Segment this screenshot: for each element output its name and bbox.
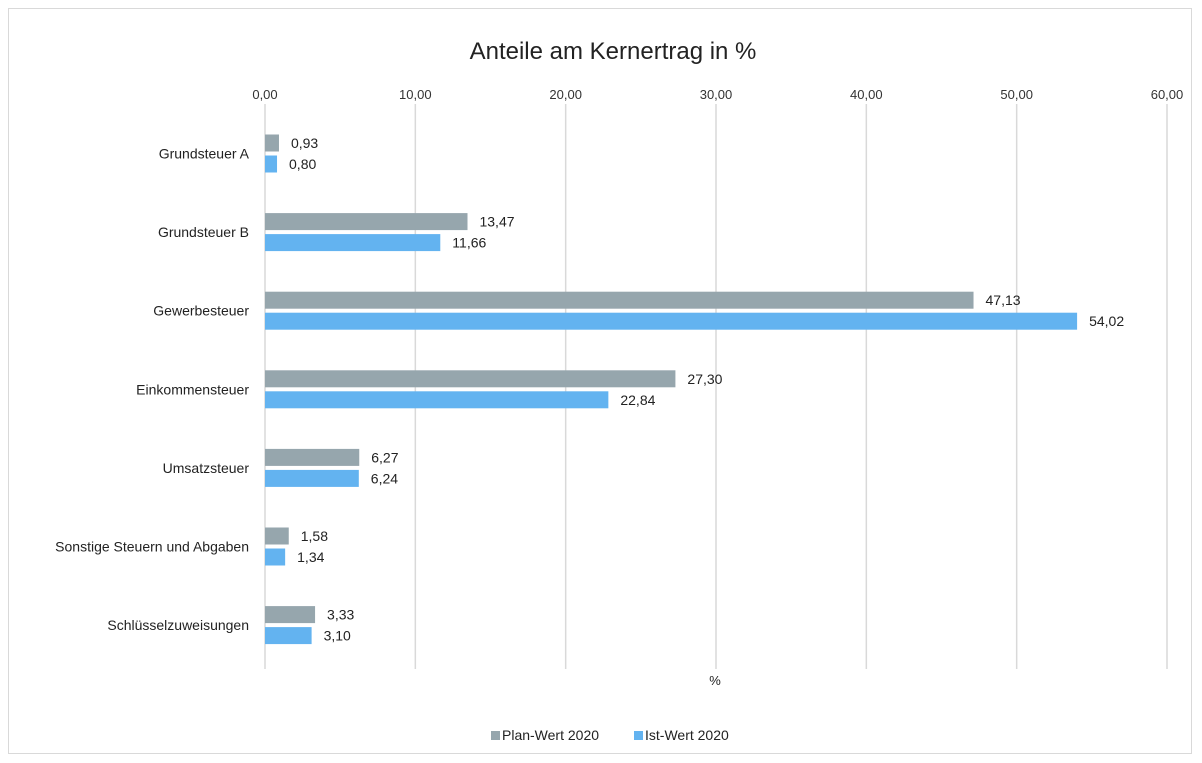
x-tick-label: 20,00: [549, 87, 582, 102]
data-label: 0,93: [291, 135, 318, 151]
x-tick-label: 50,00: [1000, 87, 1033, 102]
data-labels: 0,93 0,80 13,47 11,66 47,13 54,02 27,30 22,84 6,…: [289, 135, 1124, 644]
bars: [265, 134, 1078, 645]
data-label: 3,10: [324, 628, 351, 644]
category-label: Einkommensteuer: [136, 381, 249, 397]
bar-ist-wert: [265, 155, 278, 173]
bar-chart: Anteile am Kernertrag in % 0,00 10,00 20,0…: [55, 38, 1183, 743]
x-tick-label: 10,00: [399, 87, 432, 102]
bar-ist-wert: [265, 312, 1078, 330]
chart-frame: Anteile am Kernertrag in % 0,00 10,00 20,0…: [8, 8, 1192, 754]
category-label: Grundsteuer A: [159, 146, 250, 162]
bar-ist-wert: [265, 234, 441, 252]
legend: Plan-Wert 2020 Ist-Wert 2020: [491, 727, 729, 743]
data-label: 22,84: [620, 392, 655, 408]
data-label: 47,13: [986, 292, 1021, 308]
bar-ist-wert: [265, 548, 286, 566]
bar-plan-wert: [265, 370, 676, 388]
category-label: Gewerbesteuer: [153, 303, 249, 319]
data-label: 6,24: [371, 470, 398, 486]
data-label: 27,30: [687, 371, 722, 387]
bar-ist-wert: [265, 469, 359, 487]
bar-plan-wert: [265, 291, 974, 309]
bar-ist-wert: [265, 627, 312, 645]
legend-swatch: [634, 731, 643, 740]
legend-label: Ist-Wert 2020: [645, 727, 729, 743]
legend-label: Plan-Wert 2020: [502, 727, 599, 743]
legend-swatch: [491, 731, 500, 740]
data-label: 13,47: [479, 214, 514, 230]
data-label: 54,02: [1089, 313, 1124, 329]
data-label: 11,66: [452, 235, 486, 251]
bar-plan-wert: [265, 606, 316, 624]
x-tick-label: 30,00: [700, 87, 733, 102]
category-label: Grundsteuer B: [158, 224, 249, 240]
data-label: 6,27: [371, 449, 398, 465]
category-label: Schlüsselzuweisungen: [107, 617, 249, 633]
data-label: 1,58: [301, 528, 328, 544]
bar-ist-wert: [265, 391, 609, 409]
data-label: 3,33: [327, 607, 354, 623]
bar-plan-wert: [265, 448, 360, 466]
chart-title: Anteile am Kernertrag in %: [470, 38, 757, 65]
data-label: 0,80: [289, 156, 316, 172]
bar-plan-wert: [265, 527, 289, 545]
x-axis-ticks: 0,00 10,00 20,00 30,00 40,00 50,00 60,00: [252, 87, 1183, 102]
category-label: Sonstige Steuern und Abgaben: [55, 539, 249, 555]
x-tick-label: 60,00: [1151, 87, 1184, 102]
bar-plan-wert: [265, 213, 468, 231]
x-tick-label: 0,00: [252, 87, 277, 102]
category-labels: Grundsteuer A Grundsteuer B Gewerbesteuer E…: [55, 146, 249, 634]
x-tick-label: 40,00: [850, 87, 883, 102]
bar-plan-wert: [265, 134, 279, 152]
category-label: Umsatzsteuer: [163, 460, 250, 476]
data-label: 1,34: [297, 549, 324, 565]
x-axis-title: %: [709, 673, 721, 688]
